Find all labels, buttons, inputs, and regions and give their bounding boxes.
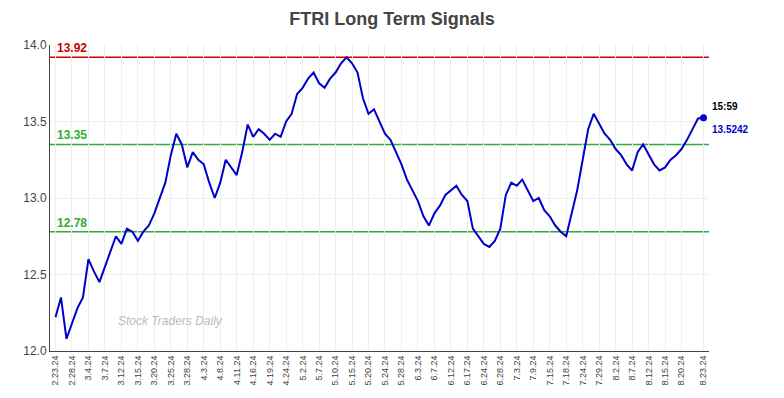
svg-text:6.12.24: 6.12.24 [446, 356, 456, 386]
svg-text:4.11.24: 4.11.24 [232, 356, 242, 385]
svg-text:5.28.24: 5.28.24 [396, 356, 406, 386]
svg-text:8.20.24: 8.20.24 [676, 356, 686, 386]
svg-text:14.0: 14.0 [23, 38, 47, 52]
svg-text:4.8.24: 4.8.24 [215, 356, 225, 381]
svg-text:FTRI Long Term Signals: FTRI Long Term Signals [289, 9, 495, 29]
svg-text:4.19.24: 4.19.24 [265, 356, 275, 386]
svg-text:3.25.24: 3.25.24 [166, 356, 176, 386]
svg-text:4.3.24: 4.3.24 [199, 356, 209, 381]
svg-text:8.2.24: 8.2.24 [611, 356, 621, 381]
svg-text:13.5: 13.5 [23, 115, 47, 129]
svg-text:3.15.24: 3.15.24 [133, 356, 143, 386]
svg-text:5.10.24: 5.10.24 [330, 356, 340, 386]
svg-text:13.0: 13.0 [23, 191, 47, 205]
svg-text:2.28.24: 2.28.24 [67, 356, 77, 386]
svg-text:5.7.24: 5.7.24 [314, 356, 324, 381]
svg-text:12.0: 12.0 [23, 344, 47, 358]
svg-text:3.20.24: 3.20.24 [149, 356, 159, 386]
svg-text:7.15.24: 7.15.24 [545, 356, 555, 386]
svg-text:6.24.24: 6.24.24 [479, 356, 489, 386]
svg-text:5.15.24: 5.15.24 [347, 356, 357, 386]
svg-text:12.5: 12.5 [23, 268, 47, 282]
svg-text:Stock Traders Daily: Stock Traders Daily [118, 314, 223, 328]
svg-text:8.15.24: 8.15.24 [660, 356, 670, 386]
svg-text:3.7.24: 3.7.24 [100, 356, 110, 381]
svg-text:5.20.24: 5.20.24 [363, 356, 373, 386]
svg-text:8.7.24: 8.7.24 [627, 356, 637, 381]
svg-text:6.28.24: 6.28.24 [495, 356, 505, 386]
svg-text:3.28.24: 3.28.24 [182, 356, 192, 386]
svg-text:7.3.24: 7.3.24 [512, 356, 522, 381]
svg-text:7.29.24: 7.29.24 [594, 356, 604, 386]
svg-text:13.92: 13.92 [57, 41, 87, 55]
svg-text:2.23.24: 2.23.24 [50, 356, 60, 386]
svg-text:3.12.24: 3.12.24 [116, 356, 126, 386]
svg-text:12.78: 12.78 [57, 216, 87, 230]
svg-text:7.9.24: 7.9.24 [528, 356, 538, 381]
svg-text:4.24.24: 4.24.24 [281, 356, 291, 386]
svg-text:7.24.24: 7.24.24 [578, 356, 588, 386]
svg-text:6.7.24: 6.7.24 [429, 356, 439, 381]
svg-text:7.18.24: 7.18.24 [561, 356, 571, 386]
svg-text:8.23.24: 8.23.24 [698, 356, 708, 386]
svg-text:5.2.24: 5.2.24 [298, 356, 308, 381]
svg-text:8.12.24: 8.12.24 [644, 356, 654, 386]
svg-text:15:59: 15:59 [712, 101, 738, 112]
svg-text:6.3.24: 6.3.24 [413, 356, 423, 381]
svg-text:13.35: 13.35 [57, 128, 87, 142]
svg-text:6.17.24: 6.17.24 [462, 356, 472, 386]
svg-text:4.16.24: 4.16.24 [248, 356, 258, 386]
svg-text:3.4.24: 3.4.24 [83, 356, 93, 381]
svg-text:13.5242: 13.5242 [712, 124, 749, 135]
svg-text:5.24.24: 5.24.24 [380, 356, 390, 386]
